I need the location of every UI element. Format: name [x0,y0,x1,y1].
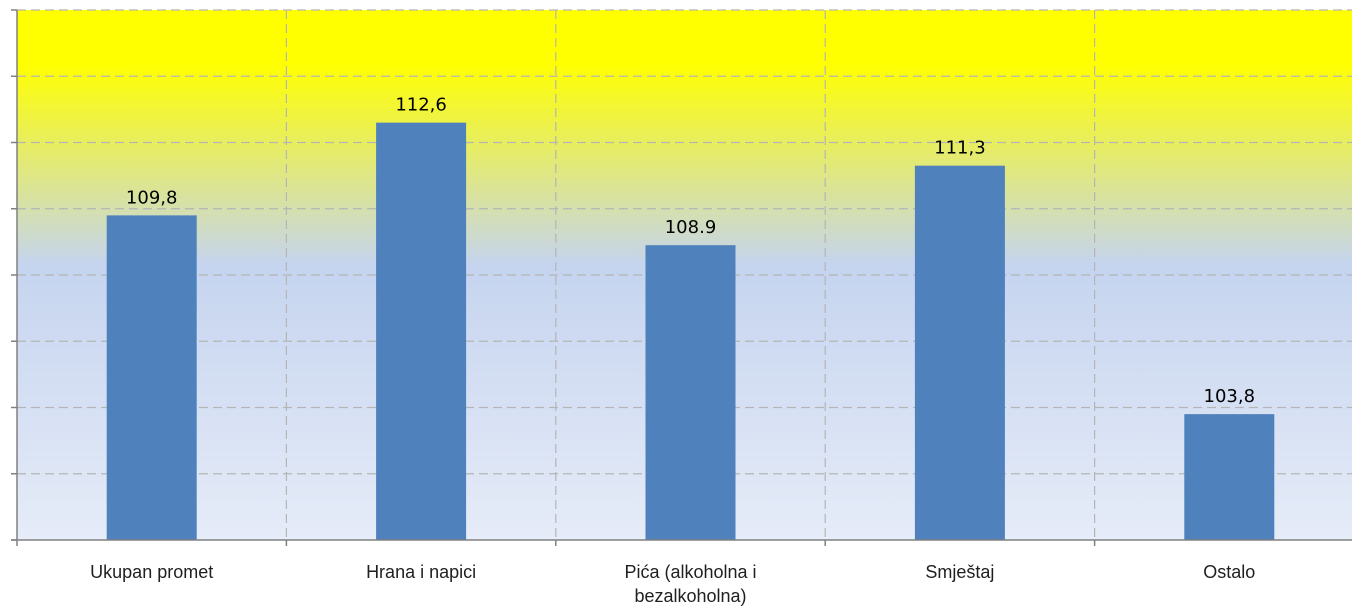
data-label: 112,6 [395,95,447,116]
category-tick-label: Ostalo [1203,562,1255,582]
data-label: 108.9 [665,217,717,238]
category-tick-label: Pića (alkoholna i [624,562,756,582]
axes [11,9,1352,546]
bar [914,165,1005,540]
bar [1184,414,1275,540]
labels: 109,8 Ukupan promet 112,6 Hrana i napici 108… [90,95,1255,606]
gridlines [17,9,1352,540]
bar [106,215,197,540]
data-label: 109,8 [126,187,178,208]
category-tick-label: Hrana i napici [366,562,476,582]
category-tick-label: bezalkoholna) [634,586,746,606]
data-label: 111,3 [934,138,986,159]
category-tick-label: Ukupan promet [90,562,213,582]
data-label: 103,8 [1204,386,1256,407]
bars [106,122,1275,540]
bar [376,122,467,540]
bar [645,245,736,540]
category-tick-label: Smještaj [925,562,994,582]
